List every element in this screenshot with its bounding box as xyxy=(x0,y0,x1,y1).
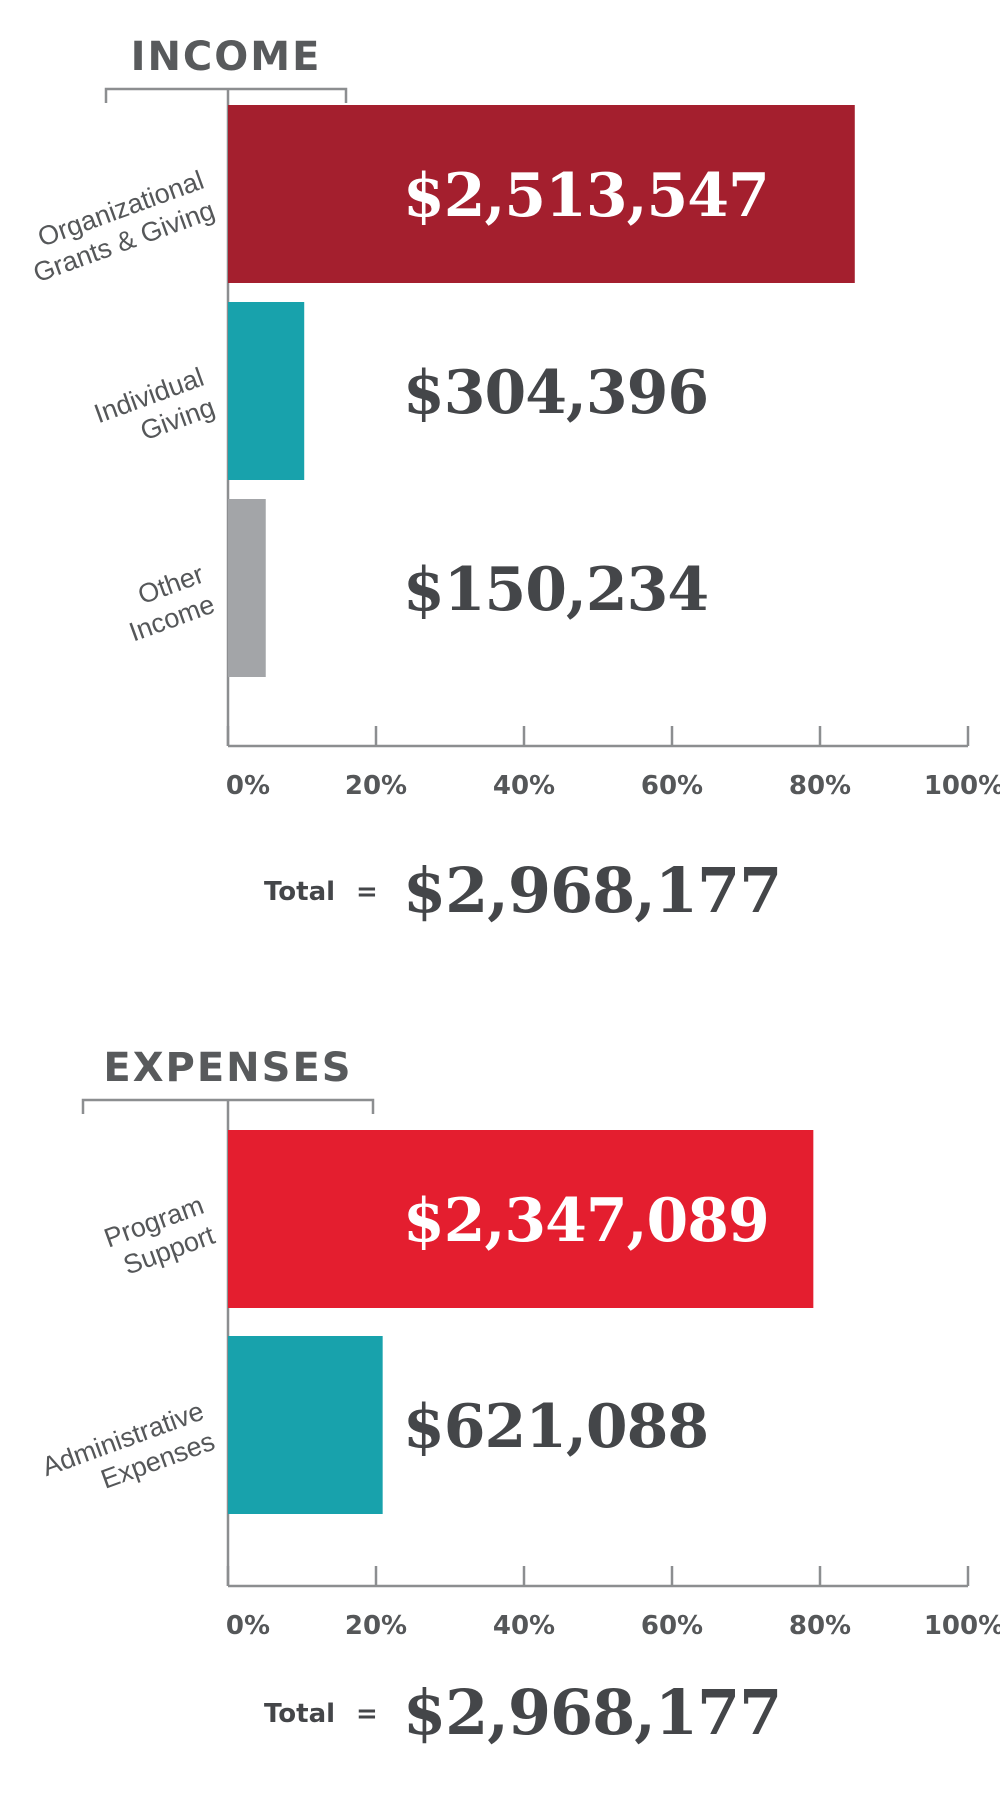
value-label-organizational-grants-giving: $2,513,547 xyxy=(403,161,769,231)
x-tick-label: 40% xyxy=(493,1611,555,1641)
bar-administrative-expenses xyxy=(228,1336,383,1514)
bar-individual-giving xyxy=(228,302,305,480)
total-equals: = xyxy=(356,1699,378,1729)
x-tick-label: 60% xyxy=(641,1611,703,1641)
x-tick-label: 20% xyxy=(345,771,407,801)
section-title: INCOME xyxy=(131,34,322,80)
x-tick-label: 40% xyxy=(493,771,555,801)
bar-program-support xyxy=(228,1130,814,1308)
x-tick-label: 0% xyxy=(226,1611,270,1641)
total-label: Total xyxy=(264,1699,335,1729)
section-title: EXPENSES xyxy=(103,1045,352,1091)
total-label: Total xyxy=(264,877,335,907)
expenses-chart: EXPENSES 0% 20% 40% 60% 80% 100% ProgramSupport… xyxy=(38,1045,1000,1749)
x-tick-label: 80% xyxy=(789,1611,851,1641)
x-tick-label: 100% xyxy=(924,1611,1000,1641)
value-label-other-income: $150,234 xyxy=(403,555,708,625)
total-equals: = xyxy=(356,877,378,907)
value-label-individual-giving: $304,396 xyxy=(403,358,708,428)
bar-organizational-grants-giving xyxy=(228,105,855,283)
bar-other-income xyxy=(228,499,266,677)
x-tick-label: 80% xyxy=(789,771,851,801)
income-chart: INCOME 0% 20% 40% 60% 80% 100% OrganizationalGr… xyxy=(29,34,1000,927)
x-tick-label: 0% xyxy=(226,771,270,801)
x-tick-label: 100% xyxy=(924,771,1000,801)
total-value: $2,968,177 xyxy=(403,1676,781,1749)
x-tick-label: 60% xyxy=(641,771,703,801)
value-label-program-support: $2,347,089 xyxy=(403,1186,769,1256)
value-label-administrative-expenses: $621,088 xyxy=(403,1392,708,1462)
total-value: $2,968,177 xyxy=(403,854,781,927)
title-bracket xyxy=(104,87,348,103)
x-tick-label: 20% xyxy=(345,1611,407,1641)
